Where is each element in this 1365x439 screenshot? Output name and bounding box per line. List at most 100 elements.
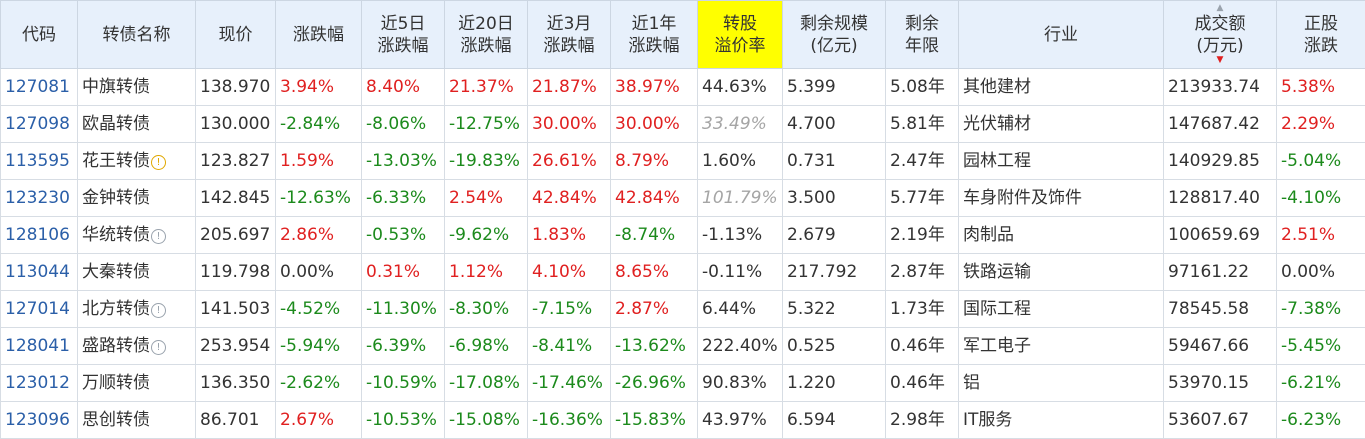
bond-name-cell[interactable]: 华统转债! [77,216,196,254]
volume-cell: 59467.66 [1163,327,1277,365]
change-20d-cell: -17.08% [444,364,528,402]
stock-change-cell: -5.45% [1276,327,1365,365]
change-cell-value: 0.00% [280,262,335,282]
change-5d-cell: -10.59% [361,364,445,402]
price-cell-value: 142.845 [200,188,271,208]
stock-change-cell-value: 2.51% [1281,225,1336,245]
change-5d-cell-value: -10.59% [366,373,437,393]
size-cell: 1.220 [782,364,886,402]
change-5d-cell-value: -8.06% [366,114,427,134]
change-1y-cell-value: 8.79% [615,151,670,171]
industry-cell: 园林工程 [958,142,1164,180]
bond-code-link[interactable]: 123096 [0,401,78,439]
warning-icon[interactable]: ! [151,155,166,170]
change-1y-cell: -8.74% [610,216,698,254]
table-row[interactable]: 123012 万顺转债 136.350 -2.62% -10.59% -17.08% -17… [0,364,1365,402]
table-row[interactable]: 113595 花王转债! 123.827 1.59% -13.03% -19.83% 26.… [0,142,1365,180]
header-size[interactable]: 剩余规模 (亿元) [782,0,886,69]
price-cell: 130.000 [195,105,276,143]
bond-name-cell[interactable]: 中旗转债 [77,68,196,106]
header-years[interactable]: 剩余 年限 [885,0,959,69]
header-change-3m[interactable]: 近3月 涨跌幅 [527,0,611,69]
change-20d-cell-value: -6.98% [449,336,510,356]
size-cell: 0.525 [782,327,886,365]
bond-name-cell[interactable]: 盛路转债! [77,327,196,365]
stock-change-cell-value: -6.21% [1281,373,1342,393]
header-volume[interactable]: ▲ 成交额 (万元) ▼ [1163,0,1277,69]
header-price[interactable]: 现价 [195,0,276,69]
header-stock-change[interactable]: 正股 涨跌 [1276,0,1365,69]
change-5d-cell: -13.03% [361,142,445,180]
bond-name-cell[interactable]: 万顺转债 [77,364,196,402]
table-row[interactable]: 113044 大秦转债 119.798 0.00% 0.31% 1.12% 4.10% 8.6… [0,253,1365,291]
premium-cell-value: 44.63% [702,77,767,97]
premium-cell: 44.63% [697,68,783,106]
header-name[interactable]: 转债名称 [77,0,196,69]
change-1y-cell-value: 30.00% [615,114,680,134]
change-3m-cell-value: -7.15% [532,299,593,319]
info-icon[interactable]: ! [151,340,166,355]
premium-cell: 1.60% [697,142,783,180]
table-row[interactable]: 128041 盛路转债! 253.954 -5.94% -6.39% -6.98% -8.4… [0,327,1365,365]
bond-name-cell[interactable]: 北方转债! [77,290,196,328]
change-1y-cell: 42.84% [610,179,698,217]
header-size-line1: 剩余规模 [800,13,868,34]
bond-name-cell-value: 万顺转债 [82,373,150,393]
info-icon[interactable]: ! [151,229,166,244]
bond-name-cell-value: 思创转债 [82,410,150,430]
years-cell-value: 0.46年 [890,336,945,356]
bond-code-link[interactable]: 128041 [0,327,78,365]
table-row[interactable]: 123230 金钟转债 142.845 -12.63% -6.33% 2.54% 42.84… [0,179,1365,217]
change-1y-cell: -26.96% [610,364,698,402]
years-cell-value: 2.47年 [890,151,945,171]
info-icon[interactable]: ! [151,303,166,318]
size-cell: 6.594 [782,401,886,439]
change-cell: -4.52% [275,290,362,328]
premium-cell: -1.13% [697,216,783,254]
bond-code-link[interactable]: 123230 [0,179,78,217]
change-3m-cell-value: 42.84% [532,188,597,208]
bond-name-cell[interactable]: 金钟转债 [77,179,196,217]
change-20d-cell: -12.75% [444,105,528,143]
bond-name-cell[interactable]: 花王转债! [77,142,196,180]
header-change-20d[interactable]: 近20日 涨跌幅 [444,0,528,69]
bond-code-link[interactable]: 127098 [0,105,78,143]
bond-code-link-value: 123096 [5,410,70,430]
table-row[interactable]: 127014 北方转债! 141.503 -4.52% -11.30% -8.30% -7.… [0,290,1365,328]
volume-cell-value: 128817.40 [1168,188,1260,208]
bond-name-cell-value: 大秦转债 [82,262,150,282]
size-cell-value: 2.679 [787,225,836,245]
change-1y-cell: 8.65% [610,253,698,291]
bond-code-link[interactable]: 127014 [0,290,78,328]
header-change-1y[interactable]: 近1年 涨跌幅 [610,0,698,69]
table-row[interactable]: 127081 中旗转债 138.970 3.94% 8.40% 21.37% 21.87% 3… [0,68,1365,106]
change-cell: 0.00% [275,253,362,291]
price-cell: 205.697 [195,216,276,254]
bond-code-link[interactable]: 128106 [0,216,78,254]
header-change-5d[interactable]: 近5日 涨跌幅 [361,0,445,69]
header-change[interactable]: 涨跌幅 [275,0,362,69]
change-3m-cell-value: 30.00% [532,114,597,134]
bond-name-cell[interactable]: 大秦转债 [77,253,196,291]
header-premium[interactable]: 转股 溢价率 [697,0,783,69]
header-change-1y-line1: 近1年 [631,13,677,34]
industry-cell-value: 铁路运输 [963,262,1031,282]
bond-code-link[interactable]: 123012 [0,364,78,402]
volume-cell-value: 97161.22 [1168,262,1250,282]
bond-code-link-value: 123230 [5,188,70,208]
table-row[interactable]: 127098 欧晶转债 130.000 -2.84% -8.06% -12.75% 30.0… [0,105,1365,143]
bond-name-cell[interactable]: 欧晶转债 [77,105,196,143]
header-change-label: 涨跌幅 [293,24,344,45]
bond-code-link[interactable]: 113595 [0,142,78,180]
header-industry[interactable]: 行业 [958,0,1164,69]
bond-name-cell[interactable]: 思创转债 [77,401,196,439]
years-cell: 1.73年 [885,290,959,328]
table-row[interactable]: 123096 思创转债 86.701 2.67% -10.53% -15.08% -16.3… [0,401,1365,439]
bond-code-link[interactable]: 127081 [0,68,78,106]
volume-cell-value: 100659.69 [1168,225,1260,245]
bond-code-link[interactable]: 113044 [0,253,78,291]
premium-cell: 33.49% [697,105,783,143]
premium-cell: 222.40% [697,327,783,365]
table-row[interactable]: 128106 华统转债! 205.697 2.86% -0.53% -9.62% 1.83%… [0,216,1365,254]
header-code[interactable]: 代码 [0,0,78,69]
